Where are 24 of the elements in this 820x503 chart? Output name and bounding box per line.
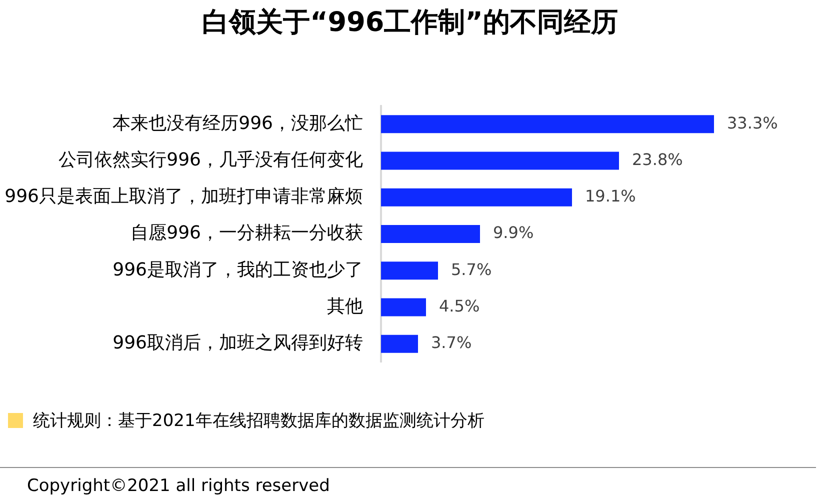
y-tick-label: 其他 <box>327 296 363 317</box>
chart-title: 白领关于“996工作制”的不同经历 <box>201 6 619 40</box>
y-tick-label: 自愿996，一分耕耘一分收获 <box>130 222 363 244</box>
data-label: 9.9% <box>493 223 534 242</box>
data-label: 4.5% <box>439 296 480 316</box>
data-label: 5.7% <box>451 260 492 279</box>
bar <box>381 298 426 316</box>
data-label: 33.3% <box>727 113 778 132</box>
bar <box>381 115 714 134</box>
text: Copyright©2021 all rights reserved <box>27 475 330 498</box>
y-tick-label: 996是取消了，我的工资也少了 <box>112 259 363 280</box>
bar <box>381 188 572 206</box>
y-tick-label: 本来也没有经历996，没那么忙 <box>112 112 363 134</box>
bar <box>381 262 438 280</box>
y-tick-label: 996取消后，加班之风得到好转 <box>112 332 363 354</box>
text: 统计规则：基于2021年在线招聘数据库的数据监测统计分析 <box>33 410 484 432</box>
data-label: 3.7% <box>431 333 472 352</box>
y-tick-label: 996只是表面上取消了，加班打申请非常麻烦 <box>4 186 363 208</box>
bar <box>381 225 480 243</box>
data-label: 19.1% <box>585 186 636 206</box>
bar <box>381 334 418 353</box>
bar <box>381 152 619 170</box>
y-tick-label: 公司依然实行996，几乎没有任何变化 <box>58 149 363 170</box>
data-label: 23.8% <box>632 150 683 169</box>
